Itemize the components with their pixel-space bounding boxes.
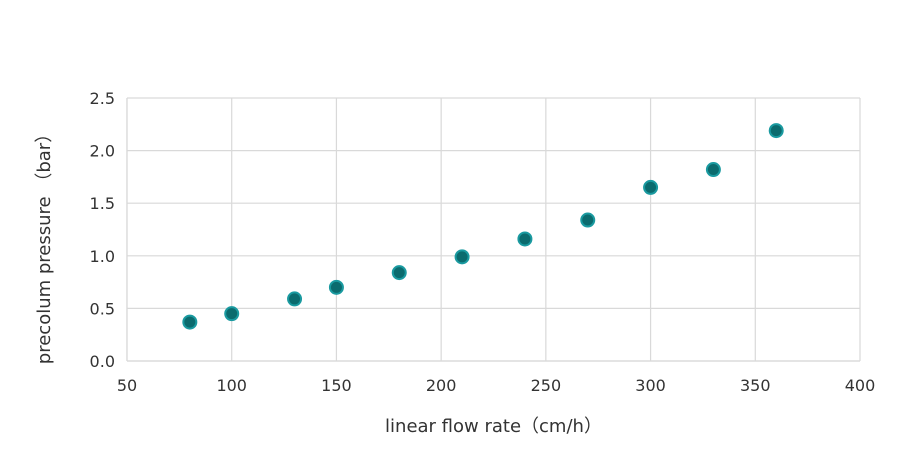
y-tick-label: 0.0 [90,352,115,371]
x-tick-label: 300 [635,376,666,395]
y-axis-title: precolum pressure （bar） [34,125,55,364]
y-tick-label: 2.5 [90,89,115,108]
data-point [182,314,198,330]
x-tick-label: 100 [216,376,247,395]
x-tick-label: 150 [321,376,352,395]
grid [126,97,861,362]
data-point [768,123,784,139]
y-tick-label: 0.5 [90,299,115,318]
data-points [182,123,784,330]
data-point [454,249,470,265]
y-tick-label: 1.5 [90,194,115,213]
data-point [391,265,407,281]
axes [126,98,860,362]
x-tick-label: 250 [531,376,562,395]
data-point [328,279,344,295]
x-tick-label: 50 [117,376,137,395]
x-tick-label: 200 [426,376,457,395]
x-tick-label: 400 [845,376,876,395]
y-tick-label: 2.0 [90,142,115,161]
data-point [580,212,596,228]
data-point [224,306,240,322]
y-tick-label: 1.0 [90,247,115,266]
data-point [643,179,659,195]
data-point [287,291,303,307]
x-axis-title: linear flow rate（cm/h） [385,416,602,437]
x-tick-label: 350 [740,376,771,395]
data-point [517,231,533,247]
data-point [705,162,721,178]
tick-labels: 50 100 150 200 250 300 350 400 0.0 0.5 1.0 1.5 2.0 2.… [90,89,876,395]
